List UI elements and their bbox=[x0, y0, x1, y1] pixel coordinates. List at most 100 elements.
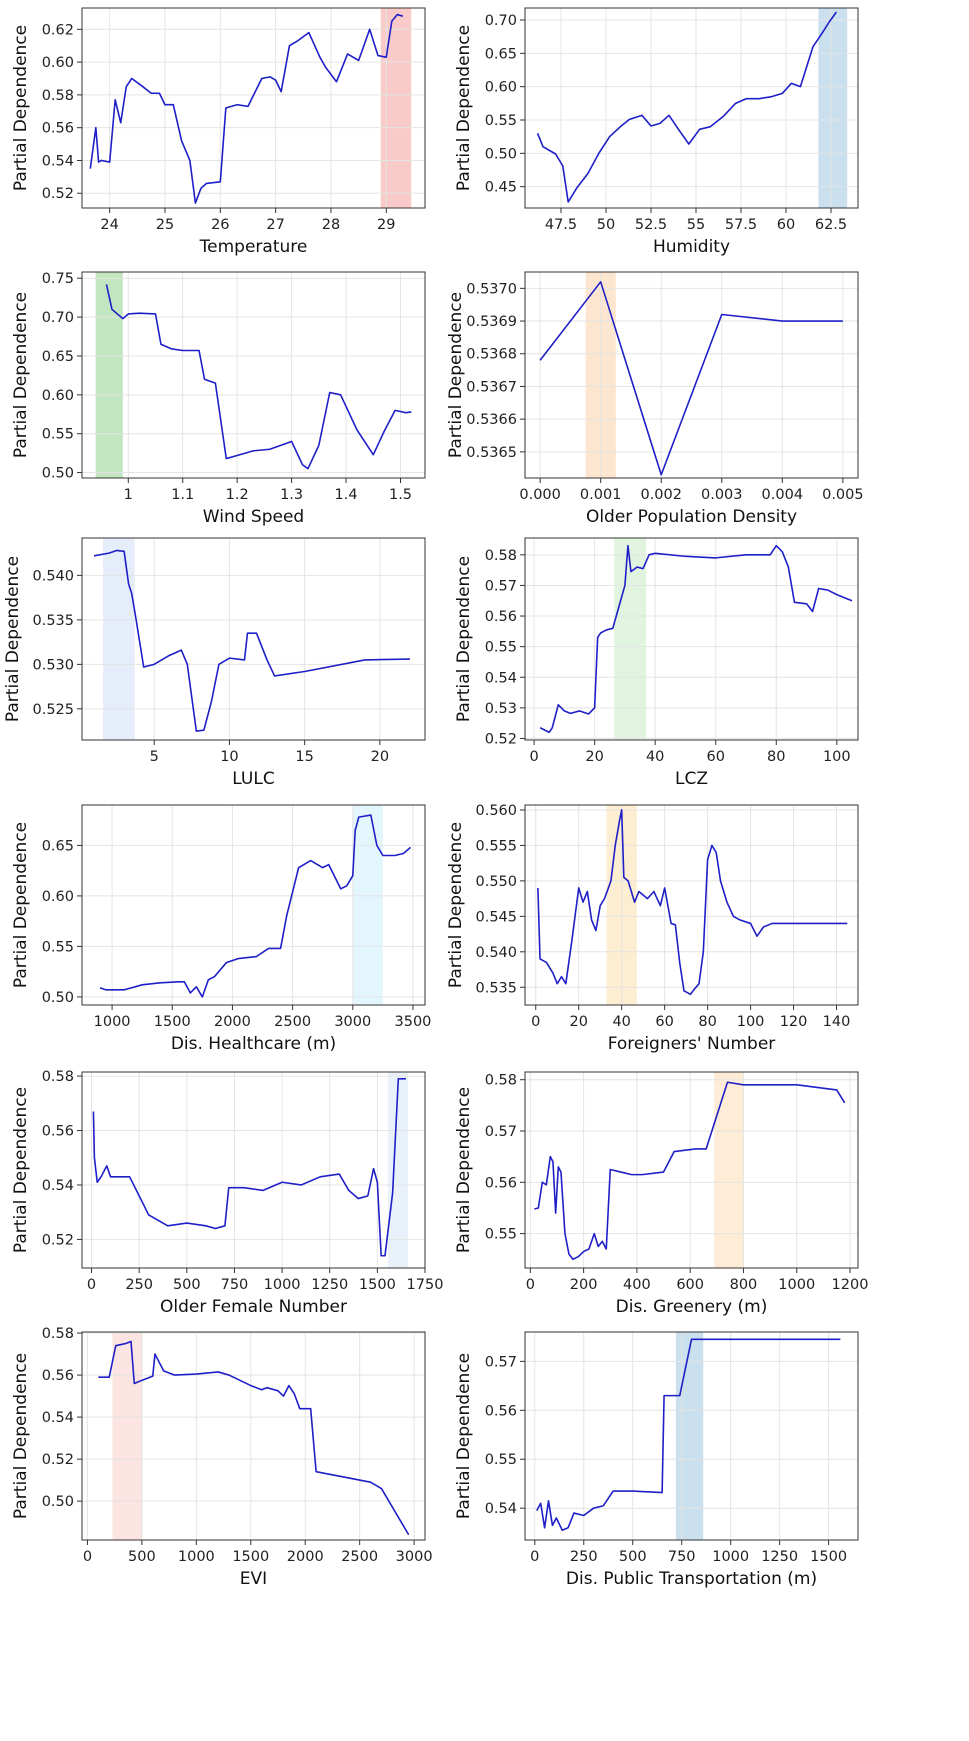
x-tick-label: 60 bbox=[777, 217, 795, 233]
y-tick-label: 0.57 bbox=[485, 578, 517, 594]
y-tick-label: 0.535 bbox=[475, 980, 517, 996]
x-tick-label: 20 bbox=[569, 1014, 587, 1030]
x-tick-label: 10 bbox=[220, 749, 238, 765]
x-tick-label: 1.3 bbox=[280, 487, 303, 503]
y-tick-label: 0.52 bbox=[42, 1232, 74, 1248]
y-tick-label: 0.54 bbox=[485, 670, 517, 686]
y-tick-label: 0.58 bbox=[485, 1073, 517, 1089]
y-axis-label: Partial Dependence bbox=[11, 292, 31, 458]
y-tick-label: 0.57 bbox=[485, 1124, 517, 1140]
highlight-band bbox=[675, 1332, 704, 1540]
x-tick-label: 2000 bbox=[214, 1014, 251, 1030]
y-tick-label: 0.5370 bbox=[466, 281, 517, 297]
y-tick-label: 0.5365 bbox=[466, 445, 517, 461]
x-tick-label: 50 bbox=[597, 217, 615, 233]
x-tick-label: 62.5 bbox=[815, 217, 847, 233]
y-tick-label: 0.52 bbox=[485, 731, 517, 747]
plot-frame bbox=[524, 1071, 859, 1269]
x-tick-label: 500 bbox=[619, 1549, 647, 1565]
y-axis-label: Partial Dependence bbox=[11, 1087, 31, 1253]
x-tick-label: 0.000 bbox=[519, 487, 561, 503]
x-tick-label: 40 bbox=[612, 1014, 630, 1030]
highlight-band bbox=[112, 1332, 142, 1540]
x-tick-label: 0 bbox=[529, 749, 538, 765]
plot-frame bbox=[524, 271, 859, 479]
x-tick-label: 250 bbox=[125, 1277, 153, 1293]
plot-frame bbox=[81, 1071, 426, 1269]
x-tick-label: 15 bbox=[295, 749, 313, 765]
y-tick-label: 0.52 bbox=[42, 1452, 74, 1468]
x-tick-label: 2000 bbox=[287, 1549, 324, 1565]
x-tick-label: 24 bbox=[100, 217, 118, 233]
x-tick-label: 3000 bbox=[334, 1014, 371, 1030]
x-tick-label: 750 bbox=[668, 1549, 696, 1565]
plot-area bbox=[82, 8, 425, 208]
x-tick-label: 5 bbox=[150, 749, 159, 765]
x-tick-label: 40 bbox=[646, 749, 664, 765]
y-tick-label: 0.54 bbox=[42, 1178, 74, 1194]
x-tick-label: 1500 bbox=[810, 1549, 847, 1565]
plot-area bbox=[525, 538, 858, 740]
chart-panel-9: 0 250 500 750 1000 1250 1500 1750 0.52 0.54 0.56 0.… bbox=[11, 1069, 443, 1317]
highlight-band bbox=[380, 8, 412, 208]
series-line bbox=[539, 281, 843, 476]
y-tick-label: 0.56 bbox=[42, 1124, 74, 1140]
x-axis-label: Foreigners' Number bbox=[608, 1034, 776, 1054]
x-tick-label: 57.5 bbox=[725, 217, 757, 233]
x-tick-label: 0 bbox=[526, 1277, 535, 1293]
x-tick-label: 200 bbox=[570, 1277, 598, 1293]
y-tick-label: 0.530 bbox=[32, 657, 74, 673]
y-tick-label: 0.56 bbox=[42, 121, 74, 137]
x-tick-label: 2500 bbox=[274, 1014, 311, 1030]
highlight-band bbox=[818, 8, 848, 208]
y-tick-label: 0.75 bbox=[42, 271, 74, 287]
x-axis-label: Dis. Public Transportation (m) bbox=[566, 1569, 817, 1589]
x-axis-label: Dis. Healthcare (m) bbox=[171, 1034, 336, 1054]
y-tick-label: 0.58 bbox=[42, 1069, 74, 1085]
x-tick-label: 600 bbox=[676, 1277, 704, 1293]
y-tick-label: 0.5366 bbox=[466, 412, 517, 428]
plot-frame bbox=[81, 7, 426, 209]
y-tick-label: 0.57 bbox=[485, 1354, 517, 1370]
plot-frame bbox=[81, 804, 426, 1006]
y-tick-label: 0.540 bbox=[32, 568, 74, 584]
y-tick-label: 0.62 bbox=[42, 22, 74, 38]
x-tick-label: 1000 bbox=[712, 1549, 749, 1565]
series-line bbox=[536, 11, 838, 203]
x-tick-label: 1250 bbox=[311, 1277, 348, 1293]
x-tick-label: 0.004 bbox=[762, 487, 804, 503]
y-tick-label: 0.45 bbox=[485, 180, 517, 196]
chart-panel-2: 47.5 50 52.5 55 57.5 60 62.5 0.45 0.50 0.55 0.60 0.… bbox=[454, 7, 859, 257]
highlight-band bbox=[352, 805, 383, 1005]
x-tick-label: 500 bbox=[128, 1549, 156, 1565]
y-tick-label: 0.58 bbox=[42, 1326, 74, 1342]
x-axis-label: Older Population Density bbox=[586, 507, 797, 527]
x-tick-label: 55 bbox=[687, 217, 705, 233]
x-tick-label: 1200 bbox=[832, 1277, 869, 1293]
y-tick-label: 0.60 bbox=[42, 55, 74, 71]
series-line bbox=[105, 284, 412, 470]
y-tick-label: 0.55 bbox=[42, 939, 74, 955]
x-tick-label: 1500 bbox=[232, 1549, 269, 1565]
y-tick-label: 0.560 bbox=[475, 803, 517, 819]
x-tick-label: 100 bbox=[823, 749, 851, 765]
plot-area bbox=[525, 1072, 858, 1268]
plot-frame bbox=[524, 804, 859, 1006]
plot-frame bbox=[524, 1331, 859, 1541]
x-tick-label: 500 bbox=[173, 1277, 201, 1293]
y-tick-label: 0.70 bbox=[485, 13, 517, 29]
chart-panel-3: 1 1.1 1.2 1.3 1.4 1.5 0.50 0.55 0.60 0.65 0.70 0.75… bbox=[11, 271, 426, 527]
series-line bbox=[92, 1078, 406, 1257]
plot-area bbox=[525, 805, 858, 1005]
y-tick-label: 0.58 bbox=[485, 548, 517, 564]
y-axis-label: Partial Dependence bbox=[446, 292, 466, 458]
chart-panel-10: 0 200 400 600 800 1000 1200 0.55 0.56 0.57 0.58 Dis… bbox=[454, 1071, 869, 1317]
series-line bbox=[98, 1340, 410, 1536]
x-tick-label: 1250 bbox=[761, 1549, 798, 1565]
x-tick-label: 1000 bbox=[264, 1277, 301, 1293]
x-tick-label: 0.003 bbox=[701, 487, 743, 503]
x-tick-label: 3000 bbox=[396, 1549, 433, 1565]
chart-panel-5: 5 10 15 20 0.525 0.530 0.535 0.540 LULC Partial D… bbox=[3, 537, 426, 789]
panel-grid: 24 25 26 27 28 29 0.52 0.54 0.56 0.58 0.60 0.62 Temp… bbox=[3, 7, 869, 1589]
y-tick-label: 0.5367 bbox=[466, 379, 517, 395]
